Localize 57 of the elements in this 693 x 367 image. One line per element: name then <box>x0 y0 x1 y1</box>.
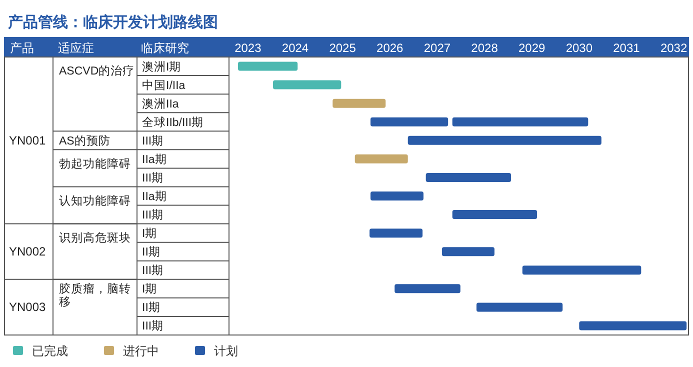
bar <box>579 321 687 330</box>
bar <box>408 136 602 145</box>
x-tick-label: 2023 <box>234 41 262 55</box>
y-tick-label: III期 <box>142 208 164 222</box>
bar <box>394 284 460 294</box>
y-tick-label: IIa期 <box>142 190 167 203</box>
text: AS的预防 <box>59 134 110 148</box>
bar <box>370 228 423 238</box>
text: YN003 <box>9 300 46 314</box>
bar <box>354 154 408 164</box>
y-tick-label: 澳洲IIa <box>142 97 180 110</box>
text: 产品 <box>10 41 34 55</box>
bar <box>332 98 386 108</box>
text: ASCVD的治疗 <box>59 64 135 78</box>
y-tick-label: II期 <box>142 246 160 259</box>
x-tick-label: 2029 <box>518 41 546 55</box>
y-axis-title: 临床研究 <box>141 41 189 55</box>
bar <box>476 302 563 312</box>
bar <box>442 247 494 256</box>
x-tick-label: 2024 <box>282 41 309 55</box>
bar <box>522 266 642 275</box>
text: 适应症 <box>58 41 94 55</box>
bar <box>370 117 448 126</box>
y-tick-label: I期 <box>142 282 158 296</box>
text: YN002 <box>9 244 46 259</box>
text: 认知功能障碍 <box>59 193 131 208</box>
x-tick-label: 2026 <box>376 41 404 55</box>
text: 胶质瘤，脑转移 <box>59 281 131 308</box>
bar <box>452 117 588 126</box>
bar <box>238 62 298 71</box>
text: 勃起功能障碍 <box>59 156 131 170</box>
text: YN001 <box>9 133 46 148</box>
y-tick-label: 澳洲I期 <box>142 60 182 74</box>
y-tick-label: III期 <box>142 134 164 148</box>
x-tick-label: 2027 <box>424 41 451 55</box>
text: 识别高危斑块 <box>59 230 131 244</box>
legend-label: 计划 <box>214 344 238 358</box>
y-tick-label: III期 <box>142 264 164 278</box>
legend-label: 已完成 <box>32 344 68 358</box>
chart-title: 产品管线：临床开发计划路线图 <box>7 13 218 31</box>
y-tick-label: 全球IIb/III期 <box>142 116 204 129</box>
x-tick-label: 2031 <box>613 41 640 55</box>
x-tick-label: 2030 <box>566 41 593 55</box>
x-tick-label: 2032 <box>660 41 688 55</box>
bar <box>273 80 342 90</box>
y-tick-label: II期 <box>142 301 160 314</box>
y-tick-label: I期 <box>142 227 158 240</box>
x-tick-label: 2028 <box>471 41 498 55</box>
y-tick-label: IIa期 <box>142 152 167 166</box>
bar <box>452 210 538 220</box>
legend-label: 进行中 <box>123 344 159 358</box>
x-tick-label: 2025 <box>329 41 356 55</box>
y-tick-label: III期 <box>142 171 164 184</box>
bar <box>426 172 512 182</box>
y-tick-label: 中国I/IIa <box>142 78 186 92</box>
y-tick-label: III期 <box>142 320 164 333</box>
bar <box>370 192 424 200</box>
